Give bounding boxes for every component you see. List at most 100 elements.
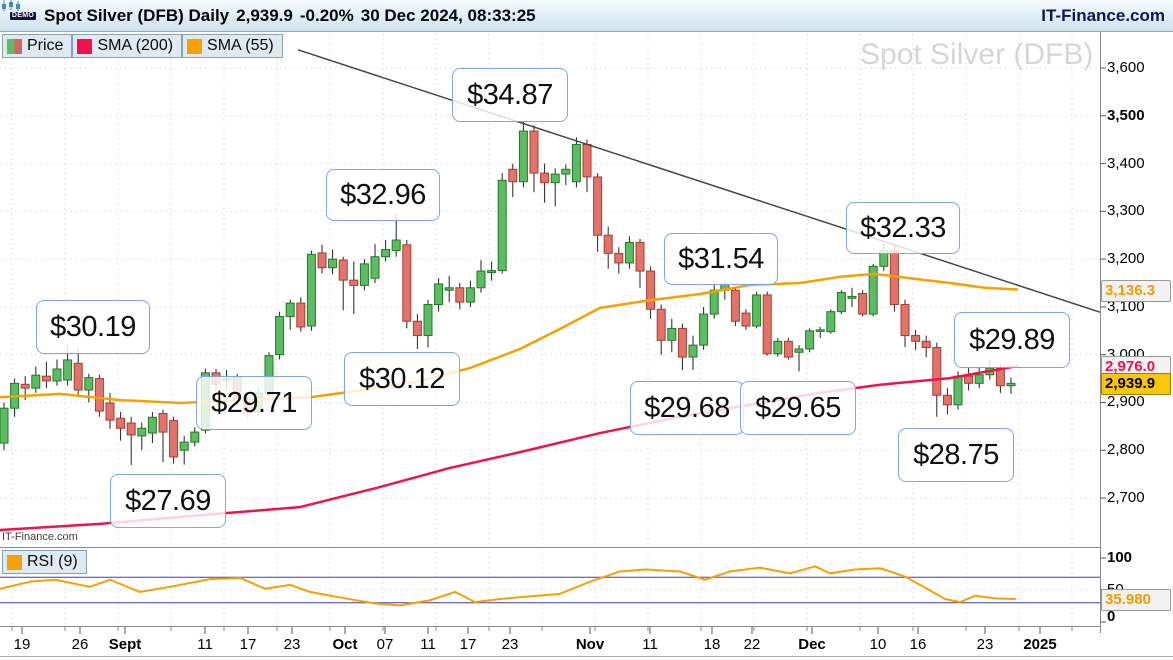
price-callout[interactable]: $34.87 xyxy=(452,68,568,122)
title-bar: DEMO Spot Silver (DFB) Daily 2,939.9 -0.20… xyxy=(0,0,1173,32)
candle-down xyxy=(412,320,422,337)
candle-up xyxy=(518,130,528,183)
candle-up xyxy=(285,302,295,317)
candle-down xyxy=(603,234,613,254)
price-callout[interactable]: $29.65 xyxy=(740,381,856,435)
chart-watermark: Spot Silver (DFB) xyxy=(860,38,1094,71)
candle-down xyxy=(656,308,666,341)
x-axis-label: Nov xyxy=(575,636,605,653)
quote-datetime: 30 Dec 2024, 08:33:25 xyxy=(360,5,536,25)
x-axis-label: 10 xyxy=(869,636,887,653)
candle-down xyxy=(741,312,751,327)
rsi-line xyxy=(0,565,1016,607)
candle-down xyxy=(593,176,603,236)
legend-row: Price SMA (200) SMA (55) xyxy=(2,34,283,58)
candle-down xyxy=(349,279,359,286)
candle-up xyxy=(550,173,560,184)
price-callout[interactable]: $32.33 xyxy=(846,202,960,254)
candle-down xyxy=(677,327,687,358)
candle-up xyxy=(487,270,497,273)
candle-up xyxy=(624,241,634,264)
candle-up xyxy=(826,311,836,333)
candle-down xyxy=(126,422,136,436)
candle-up xyxy=(465,287,475,303)
trendline[interactable] xyxy=(297,49,1101,313)
candle-up xyxy=(179,441,189,451)
candle-up xyxy=(476,270,486,289)
price-callout[interactable]: $31.54 xyxy=(664,233,778,285)
x-axis-label: Sept xyxy=(108,636,142,653)
price-callout[interactable]: $30.19 xyxy=(36,300,150,354)
legend-price[interactable]: Price xyxy=(2,34,73,58)
x-axis-label: Oct xyxy=(332,636,358,653)
candle-up xyxy=(667,327,677,341)
candle-up xyxy=(561,168,571,175)
candle-up xyxy=(805,330,815,350)
x-axis-label: 23 xyxy=(501,636,519,653)
x-axis-label: 26 xyxy=(71,636,89,653)
axis-value-badge: 2,976.0 xyxy=(1101,356,1171,379)
candle-down xyxy=(911,335,921,342)
candle-down xyxy=(762,294,772,355)
price-callout[interactable]: $28.75 xyxy=(898,428,1014,482)
legend-sma200-label: SMA (200) xyxy=(97,37,174,54)
legend-price-label: Price xyxy=(27,37,64,54)
price-callout[interactable]: $29.89 xyxy=(954,312,1070,368)
candle-down xyxy=(94,378,104,412)
rsi-axis-label: 100 xyxy=(1107,549,1133,566)
y-axis-label: 2,700 xyxy=(1107,489,1145,507)
brand-logo[interactable]: IT-Finance.com xyxy=(1041,5,1165,25)
candle-up xyxy=(688,344,698,358)
candle-down xyxy=(116,417,126,429)
candle-down xyxy=(169,420,179,458)
candle-up xyxy=(137,427,147,437)
candle-up xyxy=(444,287,454,291)
y-axis-label: 3,500 xyxy=(1107,106,1145,124)
candle-down xyxy=(635,241,645,272)
price-callout[interactable]: $32.96 xyxy=(326,169,440,221)
candle-down xyxy=(932,347,942,396)
candle-up xyxy=(84,377,94,391)
x-axis-label: 17 xyxy=(239,636,257,653)
candle-up xyxy=(497,179,507,272)
candle-up xyxy=(328,258,338,269)
candle-up xyxy=(306,253,316,327)
price-callout[interactable]: $29.71 xyxy=(196,376,312,430)
y-axis-label: 3,300 xyxy=(1107,202,1145,220)
candle-down xyxy=(964,375,974,384)
candle-up xyxy=(868,265,878,315)
legend-sma200[interactable]: SMA (200) xyxy=(72,34,183,58)
candle-down xyxy=(73,362,83,391)
x-axis-label: 18 xyxy=(703,636,721,653)
candle-up xyxy=(773,340,783,355)
candle-down xyxy=(338,259,348,281)
price-callout[interactable]: $27.69 xyxy=(110,474,226,528)
candle-up xyxy=(391,239,401,252)
candle-up xyxy=(752,294,762,327)
candle-up xyxy=(0,407,9,444)
rsi-swatch-icon xyxy=(7,554,22,570)
candle-down xyxy=(783,340,793,358)
x-axis-label: Dec xyxy=(798,636,826,653)
candle-down xyxy=(730,289,740,322)
legend-rsi[interactable]: RSI (9) xyxy=(2,550,87,574)
x-axis-label: 22 xyxy=(743,636,761,653)
y-axis-label: 3,600 xyxy=(1107,59,1145,76)
x-axis-label: 2025 xyxy=(1023,636,1057,653)
y-axis-label: 3,100 xyxy=(1107,297,1145,315)
candle-down xyxy=(921,340,931,349)
candle-up xyxy=(571,143,581,183)
axis-value-badge: 2,939.9 xyxy=(1101,373,1171,396)
candle-up xyxy=(52,368,62,382)
legend-sma55[interactable]: SMA (55) xyxy=(182,34,283,58)
rsi-axis-label: 0 xyxy=(1107,608,1116,625)
mini-candles-icon xyxy=(2,0,20,11)
price-callout[interactable]: $30.12 xyxy=(344,352,460,406)
y-axis-label: 2,800 xyxy=(1107,441,1145,459)
price-change: -0.20% xyxy=(299,5,354,25)
x-axis-label: 11 xyxy=(642,636,658,653)
y-axis-label: 3,400 xyxy=(1107,154,1145,172)
price-callout[interactable]: $29.68 xyxy=(630,381,744,435)
instrument-name: Spot Silver (DFB) Daily xyxy=(44,5,230,25)
